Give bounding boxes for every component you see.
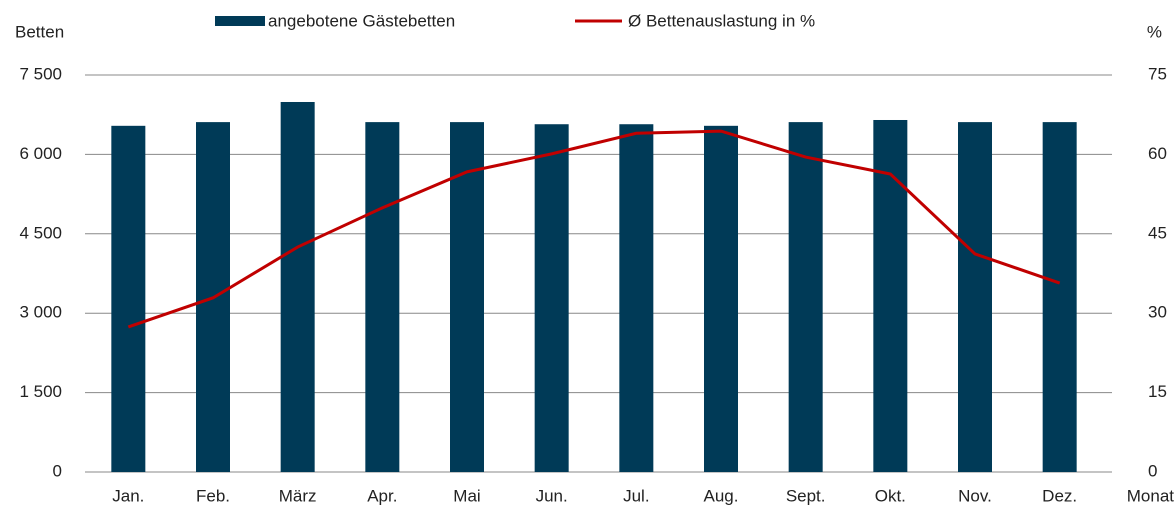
bar (1042, 122, 1077, 473)
x-tick-label: Dez. (1042, 486, 1077, 505)
y2-tick-label: 45 (1148, 223, 1167, 242)
x-tick-label: Jun. (536, 486, 568, 505)
y2-tick-label: 60 (1148, 144, 1167, 163)
bar (704, 125, 738, 472)
x-tick-label: Apr. (367, 486, 397, 505)
x-tick-label: Okt. (875, 486, 906, 505)
y-tick-label: 1 500 (19, 382, 62, 401)
bar (450, 122, 484, 473)
line (127, 129, 1061, 329)
legend-label: angebotene Gästebetten (268, 11, 455, 30)
y-tick-label: 6 000 (19, 144, 62, 163)
x-tick-label: Jul. (623, 486, 649, 505)
x-tick-label: Aug. (704, 486, 739, 505)
x-axis-label: Monat (1127, 486, 1175, 505)
x-tick-label: März (279, 486, 317, 505)
x-tick-label: Jan. (112, 486, 144, 505)
y-tick-label: 7 500 (19, 64, 62, 83)
y2-axis-label: % (1147, 22, 1162, 41)
y2-tick-label: 75 (1148, 64, 1167, 83)
bar (280, 101, 315, 472)
x-tick-label: Mai (453, 486, 480, 505)
y-tick-label: 3 000 (19, 303, 62, 322)
bar (619, 124, 654, 472)
bar (111, 125, 146, 472)
y2-tick-label: 15 (1148, 382, 1167, 401)
y2-tick-label: 30 (1148, 303, 1167, 322)
legend-swatch (215, 16, 265, 26)
bar (958, 122, 992, 473)
bar (365, 122, 400, 473)
x-tick-label: Feb. (196, 486, 230, 505)
x-tick-label: Nov. (958, 486, 992, 505)
y-tick-label: 4 500 (19, 223, 62, 242)
y-tick-label: 0 (53, 461, 62, 480)
bar (873, 119, 908, 472)
bar (788, 122, 823, 473)
bar (534, 124, 569, 472)
legend-label: Ø Bettenauslastung in % (628, 11, 815, 30)
y-axis-label: Betten (15, 22, 64, 41)
y2-tick-label: 0 (1148, 461, 1157, 480)
x-tick-label: Sept. (786, 486, 826, 505)
